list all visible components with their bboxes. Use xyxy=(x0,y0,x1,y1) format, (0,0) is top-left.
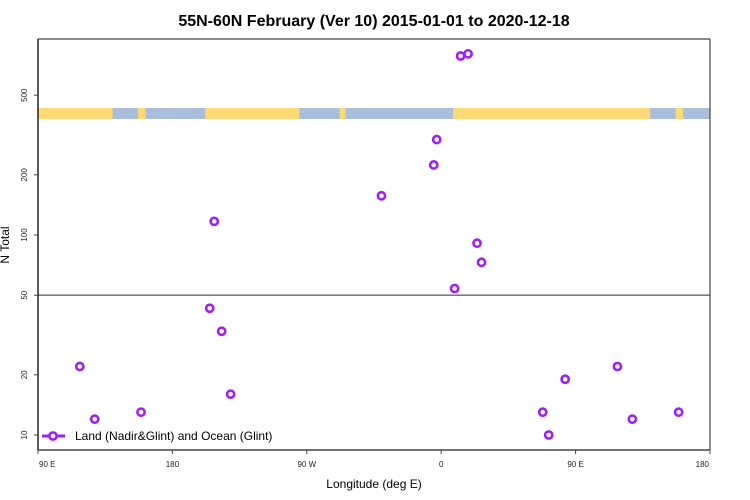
x-tick-label: 0 xyxy=(439,460,444,469)
y-tick-label: 200 xyxy=(20,168,29,182)
data-point xyxy=(627,414,638,425)
x-tick-label: 180 xyxy=(696,460,710,469)
legend-marker xyxy=(48,431,58,441)
data-point xyxy=(455,51,466,61)
legend-label: Land (Nadir&Glint) and Ocean (Glint) xyxy=(75,429,272,443)
data-point xyxy=(673,407,684,418)
data-point xyxy=(560,374,571,385)
y-tick-label: 500 xyxy=(20,88,29,102)
data-point xyxy=(216,326,227,337)
data-point xyxy=(472,238,482,249)
y-tick-label: 100 xyxy=(20,228,29,242)
data-point xyxy=(543,430,554,440)
data-point xyxy=(74,361,85,372)
data-point xyxy=(476,257,487,268)
y-tick-label: 20 xyxy=(20,370,29,379)
y-axis-ticks: 10 20 50 100 200 500 xyxy=(20,88,38,439)
x-axis-ticks: 90 E 180 90 W 0 90 E 180 xyxy=(37,450,711,469)
data-point xyxy=(89,414,100,425)
x-tick-label: 90 W xyxy=(297,460,316,469)
ocean-segment xyxy=(172,108,206,119)
plot-frame xyxy=(37,38,711,451)
data-point xyxy=(209,216,220,227)
ocean-segment xyxy=(299,108,340,119)
data-point xyxy=(428,160,439,170)
data-point xyxy=(463,48,473,59)
y-tick-label: 50 xyxy=(20,290,29,299)
x-tick-label: 90 E xyxy=(567,460,583,469)
data-point xyxy=(431,134,442,145)
ocean-segment xyxy=(650,108,676,119)
data-point xyxy=(376,190,387,201)
ocean-segment xyxy=(683,108,710,119)
x-axis-label: Longitude (deg E) xyxy=(326,477,421,491)
data-point xyxy=(449,283,460,294)
data-points xyxy=(74,48,684,440)
data-point xyxy=(204,303,215,314)
data-point xyxy=(225,389,236,400)
legend: Land (Nadir&Glint) and Ocean (Glint) xyxy=(42,429,272,443)
land-ocean-band xyxy=(38,108,710,119)
y-tick-label: 10 xyxy=(20,430,29,439)
data-point xyxy=(537,407,548,418)
x-tick-label: 90 E xyxy=(39,460,55,469)
ocean-segment xyxy=(112,108,139,119)
data-point xyxy=(612,361,623,372)
chart-title: 55N-60N February (Ver 10) 2015-01-01 to … xyxy=(178,13,569,30)
ocean-segment xyxy=(145,108,173,119)
data-point xyxy=(136,407,146,418)
x-tick-label: 180 xyxy=(166,460,180,469)
y-axis-label: N Total xyxy=(0,226,12,263)
ocean-segment xyxy=(345,108,454,119)
